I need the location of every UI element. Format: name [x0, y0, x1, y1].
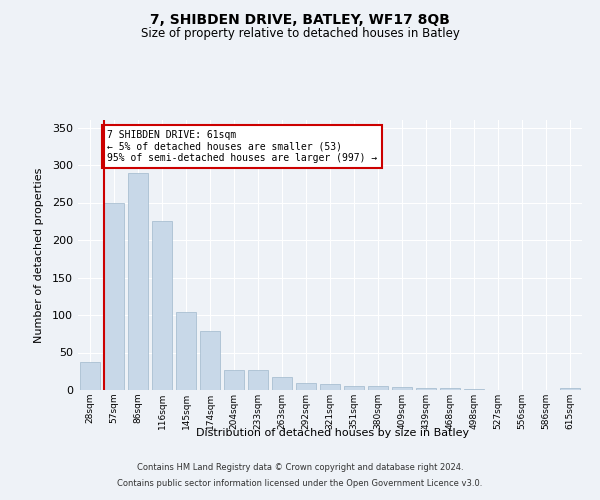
Bar: [440, 388, 460, 390]
Y-axis label: Number of detached properties: Number of detached properties: [34, 168, 44, 342]
Bar: [344, 386, 364, 390]
Bar: [200, 331, 220, 390]
Bar: [464, 388, 484, 390]
Bar: [152, 221, 172, 390]
Bar: [80, 362, 100, 390]
Bar: [224, 370, 244, 390]
Bar: [272, 377, 292, 390]
Text: 7, SHIBDEN DRIVE, BATLEY, WF17 8QB: 7, SHIBDEN DRIVE, BATLEY, WF17 8QB: [150, 12, 450, 26]
Bar: [176, 312, 196, 390]
Bar: [248, 370, 268, 390]
Text: Distribution of detached houses by size in Batley: Distribution of detached houses by size …: [196, 428, 470, 438]
Text: 7 SHIBDEN DRIVE: 61sqm
← 5% of detached houses are smaller (53)
95% of semi-deta: 7 SHIBDEN DRIVE: 61sqm ← 5% of detached …: [107, 130, 377, 163]
Text: Contains public sector information licensed under the Open Government Licence v3: Contains public sector information licen…: [118, 478, 482, 488]
Text: Contains HM Land Registry data © Crown copyright and database right 2024.: Contains HM Land Registry data © Crown c…: [137, 464, 463, 472]
Bar: [560, 388, 580, 390]
Bar: [320, 384, 340, 390]
Bar: [392, 387, 412, 390]
Text: Size of property relative to detached houses in Batley: Size of property relative to detached ho…: [140, 28, 460, 40]
Bar: [104, 202, 124, 390]
Bar: [296, 382, 316, 390]
Bar: [128, 172, 148, 390]
Bar: [416, 388, 436, 390]
Bar: [368, 386, 388, 390]
